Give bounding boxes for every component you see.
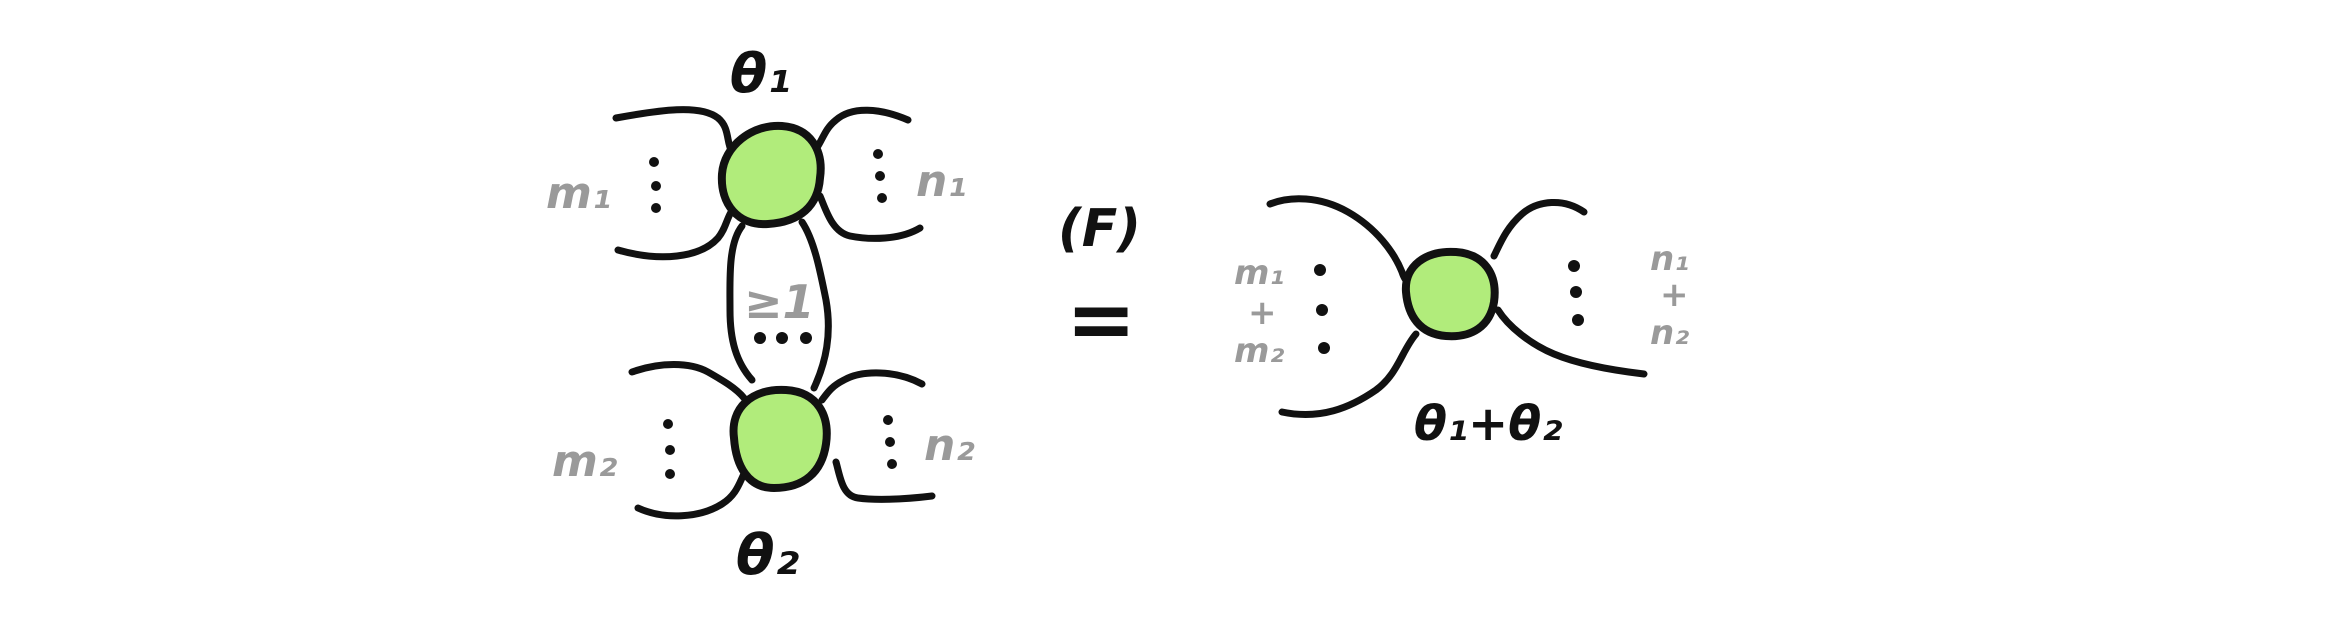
bottom-spider-left-leg-upper: [628, 361, 748, 402]
wire-dot-3: [800, 332, 812, 344]
top-right-dot-2: [875, 171, 885, 181]
bottom-right-dot-1: [883, 415, 893, 425]
bottom-left-dot-2: [665, 445, 675, 455]
top-spider-right-leg-lower: [816, 192, 924, 242]
wire-dot-1: [754, 332, 766, 344]
connecting-wire-left: [726, 222, 756, 384]
lhs-diagram: θ₁ m₁ n₁ ≥1 m₂ n₂: [546, 42, 975, 588]
fusion-rule: (F) =: [1058, 199, 1141, 368]
bottom-spider-phase-label: θ₂: [736, 523, 799, 588]
bottom-spider-left-leg-lower: [634, 466, 750, 520]
top-spider-left-leg-lower: [614, 200, 742, 261]
equals-sign: =: [1066, 270, 1136, 368]
rhs-right-dot-1: [1568, 260, 1580, 272]
connecting-wires-count-label: ≥1: [744, 275, 815, 329]
rhs-right-plus-label: +: [1660, 275, 1689, 315]
bottom-spider: [729, 385, 831, 493]
rhs-right-dot-2: [1570, 286, 1582, 298]
bottom-spider-right-legs-label: n₂: [924, 420, 975, 471]
rhs-left-dot-1: [1314, 264, 1326, 276]
top-left-dot-3: [651, 203, 661, 213]
bottom-right-dot-3: [887, 459, 897, 469]
rhs-right-leg-upper: [1490, 198, 1588, 260]
rhs-left-plus-label: +: [1248, 293, 1277, 333]
top-right-dot-3: [877, 193, 887, 203]
rhs-right-dot-3: [1572, 314, 1584, 326]
top-spider-right-leg-upper: [814, 106, 912, 150]
rhs-right-legs-bottom-label: n₂: [1650, 313, 1689, 353]
bottom-right-dot-2: [885, 437, 895, 447]
rhs-spider: [1401, 247, 1499, 341]
rhs-spider-phase-label: θ₁+θ₂: [1414, 396, 1562, 452]
rhs-right-legs-top-label: n₁: [1650, 239, 1689, 279]
rhs-left-legs-top-label: m₁: [1234, 253, 1284, 293]
top-spider-left-legs-label: m₁: [546, 168, 611, 219]
bottom-left-dot-3: [665, 469, 675, 479]
top-spider-left-leg-upper: [612, 106, 736, 156]
bottom-spider-right-leg-lower: [832, 458, 936, 503]
top-left-dot-1: [649, 157, 659, 167]
top-spider-phase-label: θ₁: [730, 42, 791, 105]
top-spider: [717, 121, 825, 229]
connecting-wire-right: [798, 218, 832, 392]
top-spider-right-legs-label: n₁: [916, 156, 967, 207]
rhs-diagram: m₁ + m₂ n₁ + n₂ θ₁+θ₂: [1234, 195, 1689, 452]
bottom-left-dot-1: [663, 419, 673, 429]
bottom-spider-right-leg-upper: [818, 369, 926, 404]
top-left-dot-2: [651, 181, 661, 191]
rhs-left-dot-2: [1316, 304, 1328, 316]
rhs-left-legs-bottom-label: m₂: [1234, 331, 1284, 371]
top-right-dot-1: [873, 149, 883, 159]
rhs-right-leg-lower: [1494, 306, 1648, 378]
rule-label: (F): [1058, 199, 1141, 259]
rhs-left-leg-upper: [1266, 195, 1416, 288]
rhs-left-leg-lower: [1278, 330, 1420, 418]
rhs-left-dot-3: [1318, 342, 1330, 354]
wire-dot-2: [776, 332, 788, 344]
bottom-spider-left-legs-label: m₂: [552, 436, 617, 487]
